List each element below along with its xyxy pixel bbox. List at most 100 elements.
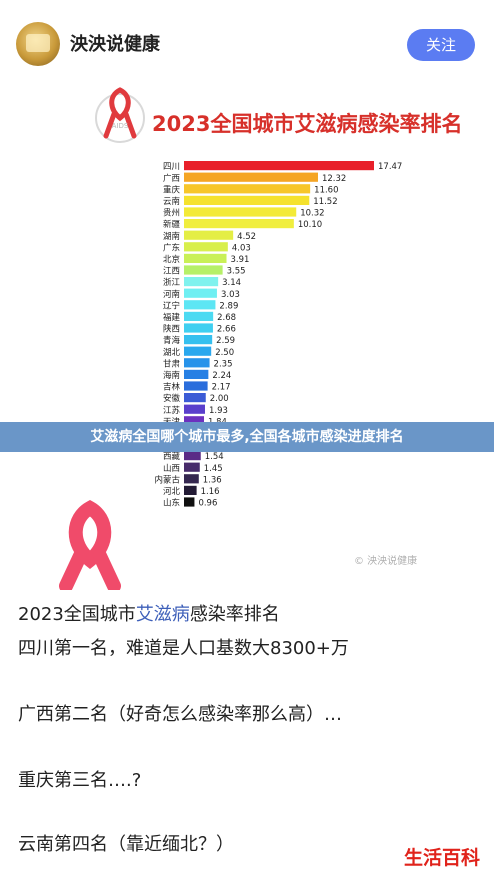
category-label: 山东	[163, 498, 180, 509]
category-label: 北京	[163, 254, 180, 265]
bar	[184, 265, 223, 275]
bar	[184, 300, 216, 310]
category-label: 浙江	[163, 277, 181, 288]
value-label: 2.35	[214, 359, 233, 369]
value-label: 2.89	[219, 301, 238, 311]
value-label: 2.17	[212, 383, 231, 393]
bar	[184, 462, 200, 472]
category-label: 广西	[163, 173, 180, 184]
article-line-2: 四川第一名，难道是人口基数大8300+万	[18, 638, 349, 659]
value-label: 10.10	[298, 220, 322, 230]
category-label: 河南	[163, 289, 180, 300]
value-label: 1.16	[201, 487, 220, 497]
article-line-4: 重庆第三名….?	[18, 770, 142, 791]
category-label: 山西	[163, 463, 180, 474]
bar	[184, 393, 206, 403]
value-label: 3.03	[221, 290, 240, 300]
value-label: 2.50	[215, 348, 234, 358]
bar	[184, 369, 209, 379]
bar	[184, 346, 212, 356]
value-label: 1.93	[209, 406, 228, 416]
post-header: 泱泱说健康 关注	[0, 0, 494, 80]
bar	[184, 474, 199, 484]
bar	[184, 404, 205, 414]
article-line-3: 广西第二名（好奇怎么感染率那么高）…	[18, 704, 342, 725]
value-label: 4.52	[237, 232, 256, 242]
category-label: 河北	[163, 486, 181, 497]
article-line-1-a: 2023全国城市	[18, 604, 136, 625]
value-label: 3.55	[227, 267, 246, 277]
value-label: 17.47	[378, 162, 402, 172]
article-line-5: 云南第四名（靠近缅北？）	[18, 834, 234, 855]
category-label: 海南	[163, 370, 180, 381]
value-label: 2.00	[210, 394, 229, 404]
value-label: 12.32	[322, 174, 346, 184]
value-label: 3.14	[222, 278, 241, 288]
value-label: 3.91	[231, 255, 250, 265]
bar	[184, 219, 294, 229]
ribbon-label: AIDS	[112, 122, 129, 130]
topic-link[interactable]: 艾滋病	[135, 604, 190, 625]
category-label: 辽宁	[163, 300, 180, 311]
bar	[184, 253, 227, 263]
author-name[interactable]: 泱泱说健康	[70, 34, 160, 55]
category-label: 湖南	[163, 231, 180, 242]
value-label: 2.66	[217, 325, 236, 335]
category-label: 西藏	[163, 451, 181, 462]
category-label: 江西	[163, 267, 180, 277]
category-label: 吉林	[163, 382, 181, 393]
category-label: 贵州	[163, 208, 180, 219]
bar	[184, 195, 310, 205]
category-label: 甘肃	[163, 358, 181, 369]
avatar[interactable]	[16, 22, 60, 66]
value-label: 0.96	[198, 499, 217, 509]
category-label: 云南	[163, 196, 180, 207]
category-label: 湖北	[163, 348, 181, 358]
decorative-ribbon-icon	[59, 500, 121, 590]
category-label: 四川	[163, 162, 180, 172]
image-caption-banner: 艾滋病全国哪个城市最多,全国各城市感染进度排名	[0, 422, 494, 452]
bar	[184, 311, 214, 321]
value-label: 2.59	[216, 336, 235, 346]
chart-image[interactable]: AIDS 2023全国城市艾滋病感染率排名 四川 17.47 广西 12.32 重庆 11…	[48, 82, 462, 590]
category-label: 江苏	[163, 405, 181, 416]
category-label: 新疆	[163, 219, 181, 230]
category-label: 天津	[163, 416, 181, 427]
bar	[184, 497, 195, 507]
category-label: 安徽	[163, 393, 181, 404]
bar	[184, 288, 217, 298]
bar	[184, 230, 234, 240]
category-label: 广东	[163, 242, 180, 253]
value-label: 11.60	[314, 185, 338, 195]
bar	[184, 416, 205, 426]
watermark: © 泱泱说健康	[354, 556, 418, 567]
chart-title: 2023全国城市艾滋病感染率排名	[152, 112, 463, 136]
category-label: 重庆	[163, 184, 181, 195]
bar-chart: 四川 17.47 广西 12.32 重庆 11.60 云南 11.52 贵州 10.32 新疆 10.…	[154, 161, 402, 509]
value-label: 2.24	[212, 371, 231, 381]
bar	[184, 242, 228, 252]
bar	[184, 323, 213, 333]
value-label: 1.36	[203, 475, 222, 485]
bar	[184, 485, 197, 495]
bar	[184, 161, 374, 171]
value-label: 11.52	[313, 197, 337, 207]
follow-button[interactable]: 关注	[407, 29, 475, 61]
value-label: 2.68	[217, 313, 236, 323]
bar	[184, 451, 201, 461]
bar	[184, 335, 213, 345]
value-label: 4.03	[232, 243, 251, 253]
bar	[184, 277, 219, 287]
value-label: 10.32	[300, 209, 324, 219]
bar	[184, 184, 311, 194]
bar	[184, 172, 318, 182]
brand-watermark: 生活百科	[404, 847, 481, 869]
category-label: 内蒙古	[154, 474, 180, 485]
article-line-1-b: 感染率排名	[189, 604, 280, 625]
article-line-1: 2023全国城市艾滋病感染率排名	[18, 600, 280, 626]
category-label: 福建	[163, 312, 181, 323]
bar	[184, 207, 297, 217]
category-label: 陕西	[163, 324, 180, 335]
bar	[184, 358, 210, 368]
value-label: 1.45	[204, 464, 223, 474]
